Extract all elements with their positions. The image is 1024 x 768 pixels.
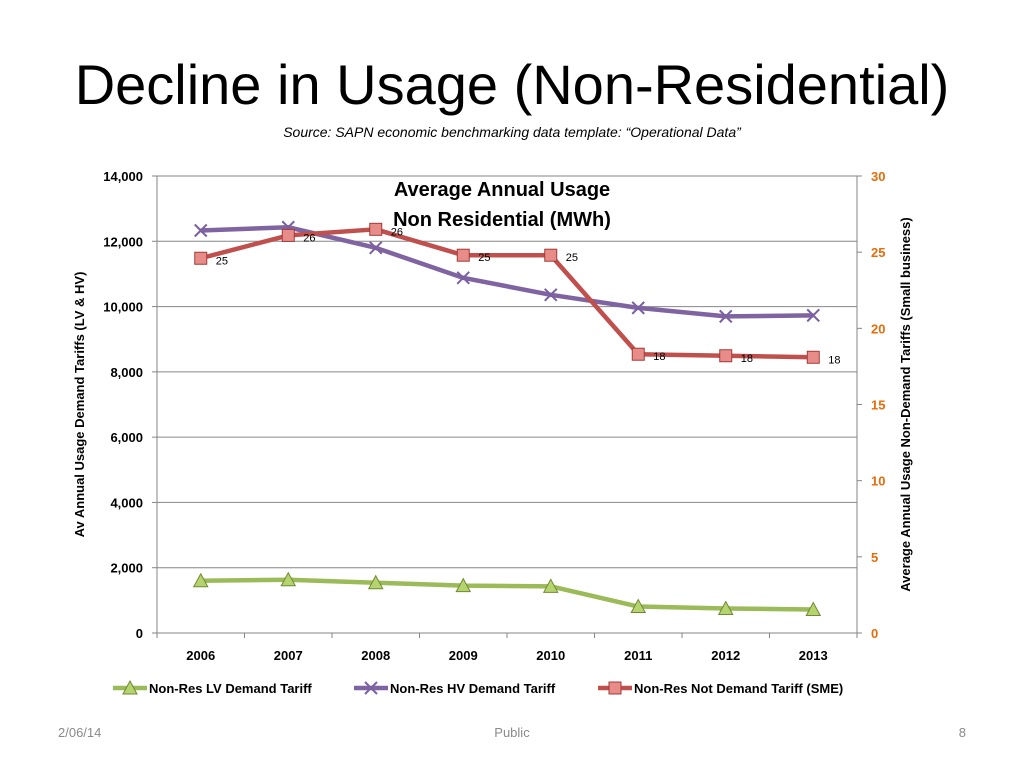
footer-page-number: 8 [958,725,966,740]
x-tick-label: 2010 [536,648,565,663]
data-point [544,288,558,302]
data-point [281,228,295,242]
slide-subtitle: Source: SAPN economic benchmarking data … [283,124,741,140]
series-line [200,227,814,360]
y-tick-label: 12,000 [103,234,143,249]
data-point [542,578,559,593]
y-tick-label: 6,000 [110,430,143,445]
y2-tick-label: 30 [871,169,885,184]
x-tick-label: 2006 [186,648,215,663]
y-axis-title: Av Annual Usage Demand Tariffs (LV & HV) [72,272,87,538]
y-tick-label: 8,000 [110,365,143,380]
data-point [719,309,733,324]
y-tick-label: 10,000 [103,300,143,315]
legend-label: Non-Res Not Demand Tariff (SME) [634,681,843,696]
data-point [631,347,645,361]
footer-classification: Public [494,725,530,740]
data-point [194,223,208,238]
data-point [456,248,470,262]
legend-marker [364,681,378,695]
data-label: 26 [391,226,403,238]
series-line [200,577,814,612]
data-point [631,301,645,315]
data-label: 18 [741,353,753,365]
y2-tick-label: 20 [871,321,885,336]
data-point [719,349,733,363]
chart-title-line: Average Annual Usage [394,179,610,201]
data-label: 25 [566,252,578,264]
data-label: 26 [303,232,315,244]
data-label: 18 [653,351,665,363]
x-tick-label: 2011 [624,648,652,663]
x-tick-label: 2009 [449,648,478,663]
y2-tick-label: 10 [871,474,885,489]
y2-axis-title: Average Annual Usage Non-Demand Tariffs … [898,217,913,591]
y-tick-label: 0 [136,626,143,641]
legend-label: Non-Res LV Demand Tariff [149,681,312,696]
data-point [192,572,209,588]
legend-label: Non-Res HV Demand Tariff [390,681,556,696]
data-point [717,600,734,616]
y2-tick-label: 0 [871,626,878,641]
y2-tick-label: 5 [871,550,878,565]
y2-tick-label: 25 [871,245,885,260]
data-point [630,598,647,614]
chart-title-line: Non Residential (MWh) [393,209,611,231]
data-point [806,350,820,364]
legend-marker [608,681,622,695]
data-label: 25 [216,255,228,267]
data-point [369,241,383,255]
data-point [805,601,822,616]
x-tick-label: 2013 [799,648,828,663]
data-point [367,574,384,590]
series-line [200,224,814,319]
x-tick-label: 2007 [274,648,303,663]
x-tick-label: 2008 [361,648,390,663]
footer-date: 2/06/14 [58,725,102,740]
data-point [806,308,820,323]
data-label: 18 [828,354,840,366]
legend-marker [122,679,138,695]
data-point [280,571,297,587]
data-point [455,577,472,593]
data-point [456,271,470,285]
x-tick-label: 2012 [711,648,740,663]
slide-title: Decline in Usage (Non-Residential) [74,53,950,116]
data-label: 25 [478,252,490,264]
y-tick-label: 14,000 [103,169,143,184]
data-point [369,222,383,236]
data-point [544,248,558,262]
y-tick-label: 4,000 [110,495,143,510]
data-point [194,251,208,265]
y2-tick-label: 15 [871,398,885,413]
y-tick-label: 2,000 [110,561,143,576]
